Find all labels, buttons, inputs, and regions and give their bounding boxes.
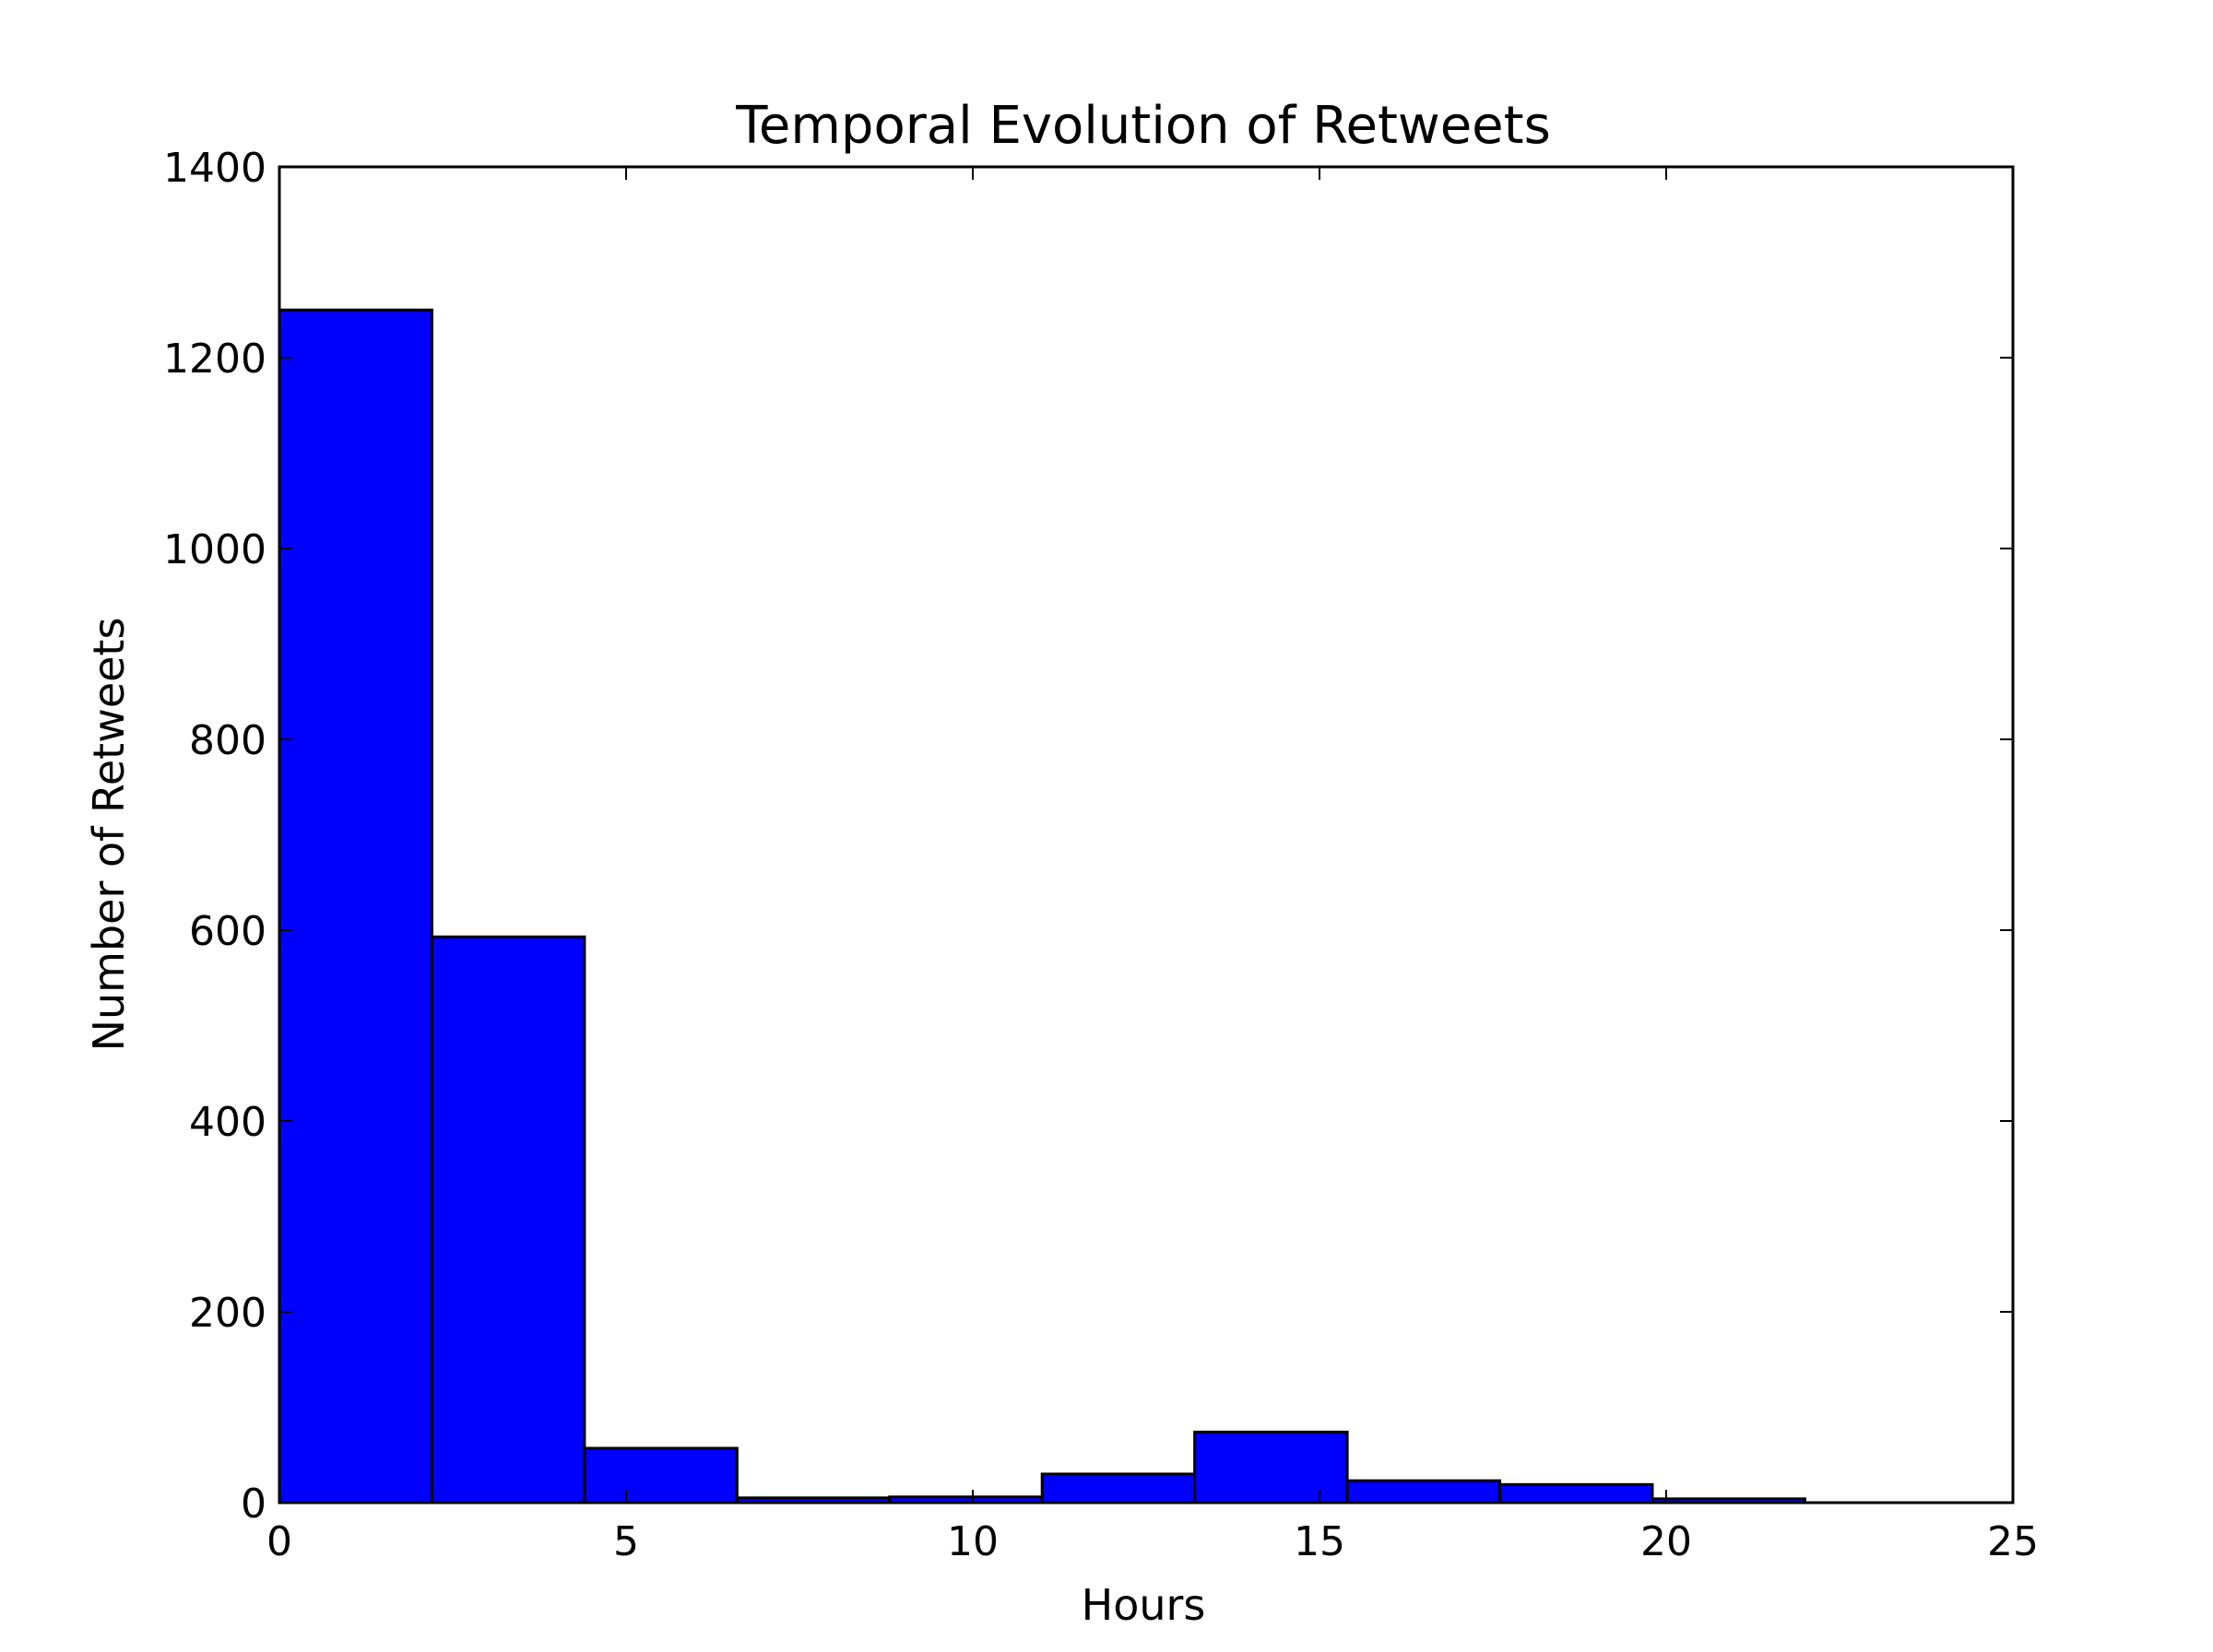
axes-frame [278,165,2015,1504]
x-tick-label-25: 25 [1987,1518,2039,1565]
bars-group [278,308,1806,1504]
histogram-bar-5 [1040,1472,1197,1504]
y-tick-label-1200: 1200 [163,336,266,383]
ticks-group: 0 5 10 15 20 25 0 200 400 600 800 1000 1200 1400 [163,145,2039,1565]
x-tick-label-5: 5 [613,1518,639,1565]
x-axis-label: Hours [1082,1580,1206,1630]
chart-title: Temporal Evolution of Retweets [735,96,1551,156]
y-tick-label-200: 200 [189,1290,266,1337]
x-tick-label-15: 15 [1294,1518,1345,1565]
y-tick-label-800: 800 [189,717,266,764]
y-tick-label-400: 400 [189,1099,266,1146]
histogram-bar-0 [278,308,433,1504]
y-tick-label-1400: 1400 [163,145,266,192]
histogram-bar-2 [583,1446,739,1504]
histogram-bar-6 [1193,1430,1349,1504]
histogram-bar-1 [430,935,586,1504]
y-tick-label-0: 0 [241,1481,266,1528]
y-tick-label-600: 600 [189,908,266,955]
y-tick-label-1000: 1000 [163,526,266,573]
x-tick-label-0: 0 [266,1518,292,1565]
histogram-bar-7 [1345,1479,1502,1504]
x-tick-label-20: 20 [1640,1518,1692,1565]
histogram-bar-8 [1498,1482,1654,1504]
x-tick-label-10: 10 [947,1518,999,1565]
y-axis-label: Number of Retweets [84,618,134,1052]
